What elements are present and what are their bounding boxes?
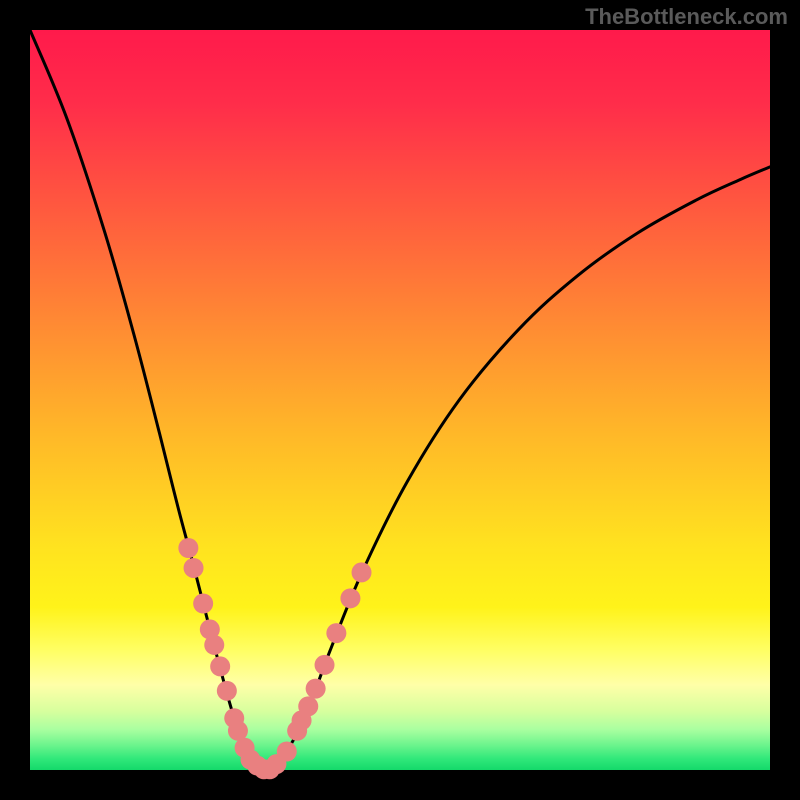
plot-area [30, 30, 770, 770]
data-marker [352, 562, 372, 582]
data-marker [315, 655, 335, 675]
chart-container: { "watermark": { "text": "TheBottleneck.… [0, 0, 800, 800]
data-marker [277, 742, 297, 762]
data-marker [204, 635, 224, 655]
data-marker [306, 679, 326, 699]
data-marker [340, 588, 360, 608]
data-marker [228, 721, 248, 741]
watermark-text: TheBottleneck.com [585, 4, 788, 30]
data-marker [184, 558, 204, 578]
data-marker [217, 681, 237, 701]
data-marker [298, 696, 318, 716]
data-marker [178, 538, 198, 558]
data-marker [210, 656, 230, 676]
bottleneck-chart [0, 0, 800, 800]
data-marker [193, 594, 213, 614]
data-marker [326, 623, 346, 643]
